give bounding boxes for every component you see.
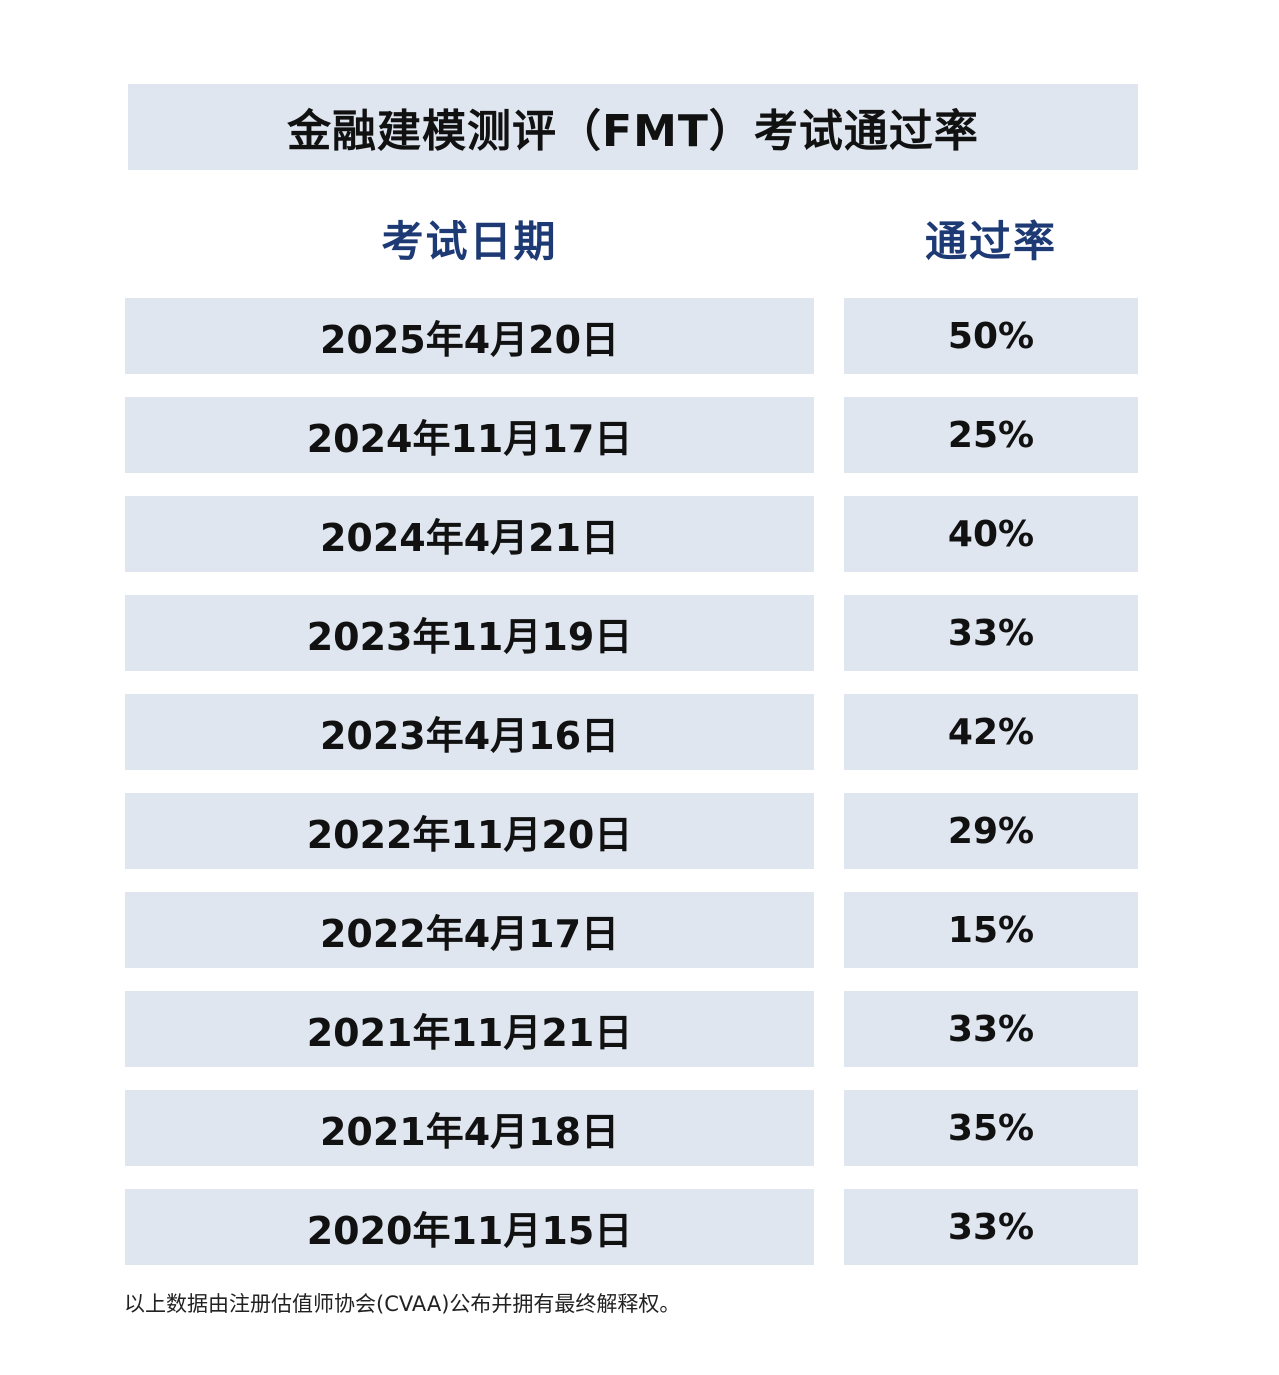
source-footnote: 以上数据由注册估值师协会(CVAA)公布并拥有最终解释权。 bbox=[124, 1292, 681, 1316]
table-row: 2023年4月16日 42% bbox=[125, 694, 1138, 770]
rate-cell: 29% bbox=[844, 793, 1138, 869]
date-cell: 2024年11月17日 bbox=[125, 397, 814, 473]
date-cell: 2022年4月17日 bbox=[125, 892, 814, 968]
table-row: 2021年4月18日 35% bbox=[125, 1090, 1138, 1166]
title-banner: 金融建模测评（FMT）考试通过率 bbox=[128, 84, 1138, 170]
rate-cell: 15% bbox=[844, 892, 1138, 968]
column-header-date: 考试日期 bbox=[381, 216, 558, 266]
page-title: 金融建模测评（FMT）考试通过率 bbox=[287, 106, 979, 157]
table-row: 2022年11月20日 29% bbox=[125, 793, 1138, 869]
rate-cell: 25% bbox=[844, 397, 1138, 473]
table-row: 2024年4月21日 40% bbox=[125, 496, 1138, 572]
table-row: 2021年11月21日 33% bbox=[125, 991, 1138, 1067]
table-row: 2022年4月17日 15% bbox=[125, 892, 1138, 968]
rate-cell: 33% bbox=[844, 1189, 1138, 1265]
rate-cell: 40% bbox=[844, 496, 1138, 572]
date-cell: 2022年11月20日 bbox=[125, 793, 814, 869]
column-header-rate: 通过率 bbox=[924, 216, 1057, 266]
date-cell: 2023年11月19日 bbox=[125, 595, 814, 671]
table-row: 2024年11月17日 25% bbox=[125, 397, 1138, 473]
table-body: 2025年4月20日 50% 2024年11月17日 25% 2024年4月21… bbox=[125, 298, 1138, 1288]
table-row: 2025年4月20日 50% bbox=[125, 298, 1138, 374]
date-cell: 2024年4月21日 bbox=[125, 496, 814, 572]
rate-cell: 35% bbox=[844, 1090, 1138, 1166]
table-row: 2023年11月19日 33% bbox=[125, 595, 1138, 671]
rate-cell: 33% bbox=[844, 595, 1138, 671]
rate-cell: 50% bbox=[844, 298, 1138, 374]
date-cell: 2020年11月15日 bbox=[125, 1189, 814, 1265]
date-cell: 2021年11月21日 bbox=[125, 991, 814, 1067]
date-cell: 2025年4月20日 bbox=[125, 298, 814, 374]
rate-cell: 42% bbox=[844, 694, 1138, 770]
date-cell: 2023年4月16日 bbox=[125, 694, 814, 770]
table-row: 2020年11月15日 33% bbox=[125, 1189, 1138, 1265]
date-cell: 2021年4月18日 bbox=[125, 1090, 814, 1166]
rate-cell: 33% bbox=[844, 991, 1138, 1067]
